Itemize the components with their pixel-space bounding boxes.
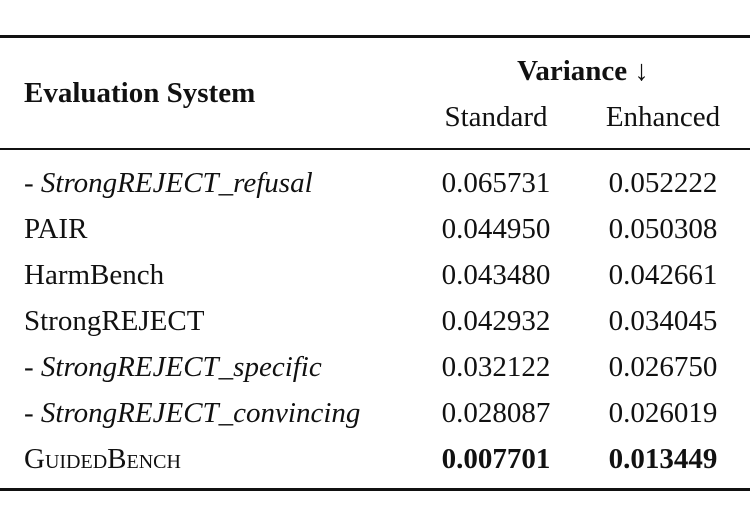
row-standard-value: 0.043480 (441, 259, 551, 291)
row-name: HarmBench (24, 259, 165, 291)
row-name: - StrongREJECT_refusal (24, 167, 313, 199)
row-enhanced-value: 0.026019 (608, 397, 718, 429)
row-standard-value: 0.032122 (441, 351, 551, 383)
table-bottom-rule (0, 488, 750, 491)
row-standard-value: 0.044950 (441, 213, 551, 245)
row-enhanced-value: 0.052222 (608, 167, 718, 199)
row-enhanced-value: 0.034045 (608, 305, 718, 337)
header-standard: Standard (444, 101, 548, 133)
header-evaluation-system: Evaluation System (24, 77, 256, 109)
row-enhanced-value: 0.050308 (608, 213, 718, 245)
header-variance: Variance ↓ (517, 55, 649, 87)
row-enhanced-value: 0.013449 (608, 443, 718, 475)
table-top-rule (0, 35, 750, 38)
row-name: StrongREJECT (24, 305, 205, 337)
row-standard-value: 0.042932 (441, 305, 551, 337)
row-enhanced-value: 0.026750 (608, 351, 718, 383)
table-mid-rule (0, 148, 750, 150)
row-standard-value: 0.065731 (441, 167, 551, 199)
row-name: - StrongREJECT_convincing (24, 397, 361, 429)
row-enhanced-value: 0.042661 (608, 259, 718, 291)
row-name: - StrongREJECT_specific (24, 351, 322, 383)
row-standard-value: 0.028087 (441, 397, 551, 429)
row-name: GuidedBench (24, 443, 181, 475)
row-name: PAIR (24, 213, 88, 245)
header-enhanced: Enhanced (605, 101, 721, 133)
row-standard-value: 0.007701 (441, 443, 551, 475)
